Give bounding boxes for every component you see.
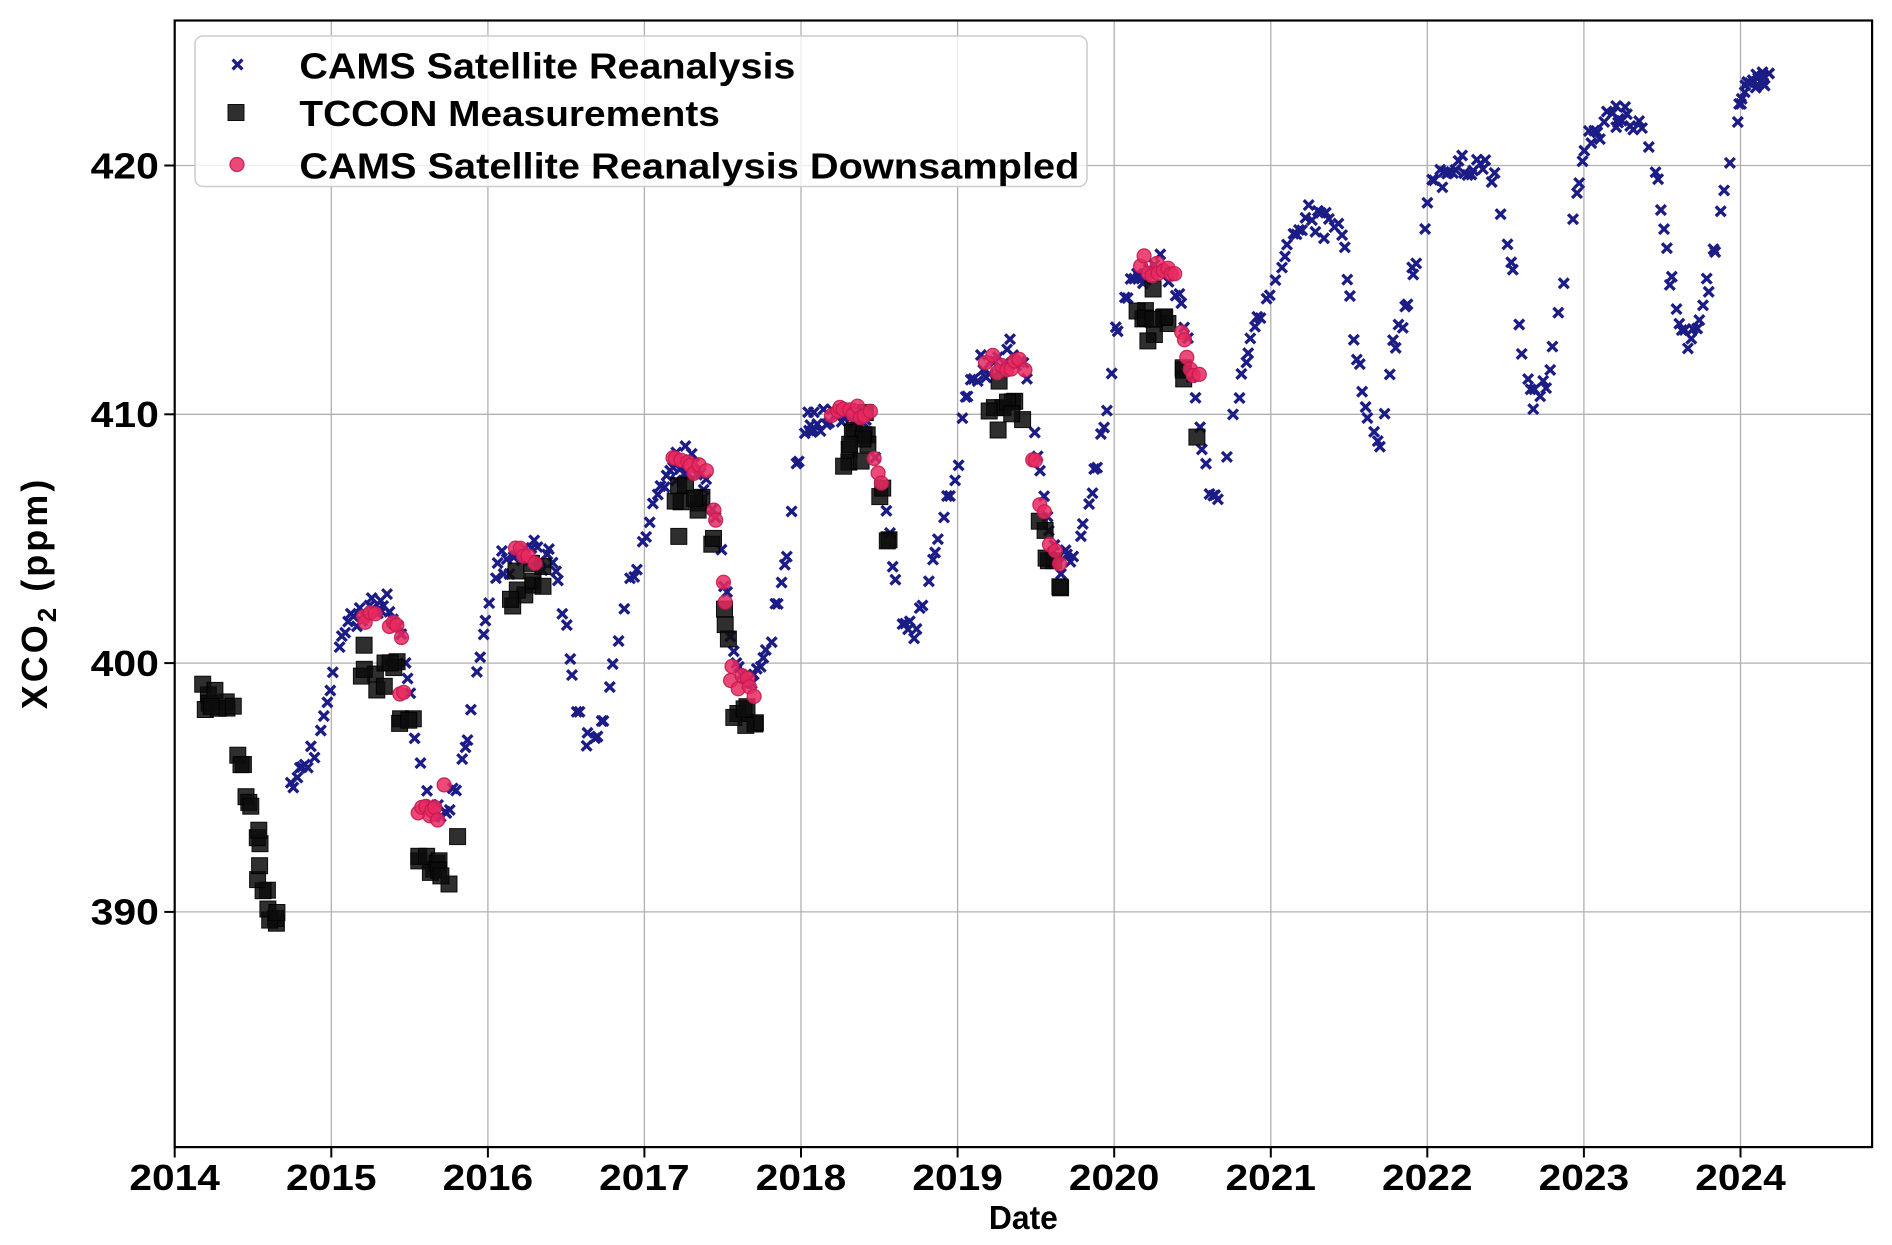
- svg-text:2017: 2017: [599, 1157, 690, 1198]
- svg-text:420: 420: [91, 145, 159, 186]
- svg-text:CAMS Satellite Reanalysis Down: CAMS Satellite Reanalysis Downsampled: [299, 145, 1079, 186]
- svg-text:2020: 2020: [1069, 1157, 1160, 1198]
- svg-text:XCO2 (ppm): XCO2 (ppm): [14, 477, 62, 709]
- svg-text:2014: 2014: [129, 1157, 220, 1198]
- svg-text:390: 390: [91, 892, 159, 933]
- svg-text:2018: 2018: [756, 1157, 847, 1198]
- svg-text:2024: 2024: [1695, 1157, 1786, 1198]
- svg-text:2021: 2021: [1226, 1157, 1317, 1198]
- svg-text:Date: Date: [989, 1199, 1058, 1236]
- svg-text:2023: 2023: [1539, 1157, 1630, 1198]
- svg-text:2022: 2022: [1382, 1157, 1473, 1198]
- svg-text:2015: 2015: [286, 1157, 377, 1198]
- svg-text:2019: 2019: [912, 1157, 1003, 1198]
- svg-text:410: 410: [91, 394, 159, 435]
- svg-text:400: 400: [91, 643, 159, 684]
- svg-text:TCCON Measurements: TCCON Measurements: [299, 93, 719, 134]
- svg-text:CAMS Satellite Reanalysis: CAMS Satellite Reanalysis: [299, 46, 795, 87]
- svg-text:2016: 2016: [443, 1157, 534, 1198]
